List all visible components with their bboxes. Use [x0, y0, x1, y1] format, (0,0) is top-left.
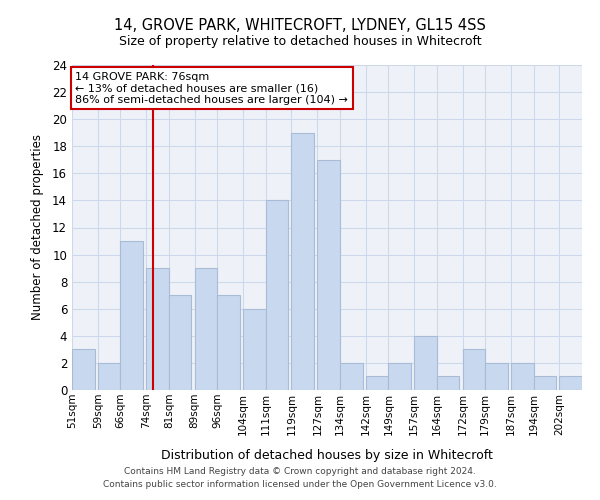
Bar [437, 376, 460, 390]
Bar [217, 295, 240, 390]
Bar [485, 363, 508, 390]
Bar [366, 376, 388, 390]
Bar [292, 132, 314, 390]
Bar [533, 376, 556, 390]
Bar [146, 268, 169, 390]
Text: Size of property relative to detached houses in Whitecroft: Size of property relative to detached ho… [119, 35, 481, 48]
Bar [243, 308, 266, 390]
Bar [559, 376, 582, 390]
Bar [194, 268, 217, 390]
Bar [169, 295, 191, 390]
Text: 14, GROVE PARK, WHITECROFT, LYDNEY, GL15 4SS: 14, GROVE PARK, WHITECROFT, LYDNEY, GL15… [114, 18, 486, 32]
X-axis label: Distribution of detached houses by size in Whitecroft: Distribution of detached houses by size … [161, 449, 493, 462]
Bar [72, 350, 95, 390]
Bar [414, 336, 437, 390]
Text: 14 GROVE PARK: 76sqm
← 13% of detached houses are smaller (16)
86% of semi-detac: 14 GROVE PARK: 76sqm ← 13% of detached h… [75, 72, 348, 105]
Bar [98, 363, 121, 390]
Bar [340, 363, 362, 390]
Bar [121, 241, 143, 390]
Text: Contains HM Land Registry data © Crown copyright and database right 2024.
Contai: Contains HM Land Registry data © Crown c… [103, 468, 497, 489]
Y-axis label: Number of detached properties: Number of detached properties [31, 134, 44, 320]
Bar [388, 363, 411, 390]
Bar [266, 200, 288, 390]
Bar [317, 160, 340, 390]
Bar [511, 363, 533, 390]
Bar [463, 350, 485, 390]
